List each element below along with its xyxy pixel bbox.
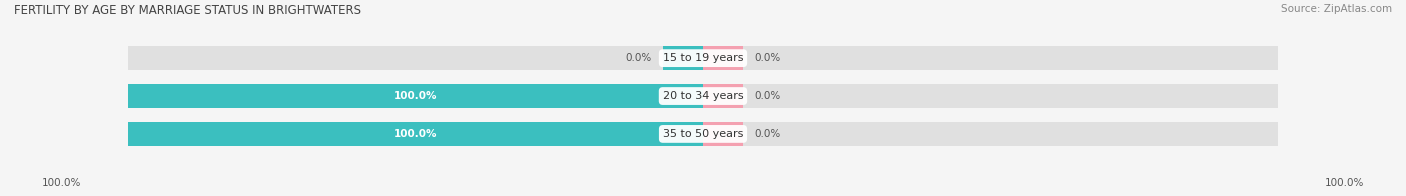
Bar [662, 84, 703, 108]
Bar [703, 122, 1278, 146]
Text: 100.0%: 100.0% [394, 91, 437, 101]
Text: 15 to 19 years: 15 to 19 years [662, 53, 744, 63]
Text: FERTILITY BY AGE BY MARRIAGE STATUS IN BRIGHTWATERS: FERTILITY BY AGE BY MARRIAGE STATUS IN B… [14, 4, 361, 17]
Text: 100.0%: 100.0% [42, 178, 82, 188]
Bar [662, 122, 703, 146]
Bar [128, 122, 703, 146]
Text: Source: ZipAtlas.com: Source: ZipAtlas.com [1281, 4, 1392, 14]
Text: 100.0%: 100.0% [1324, 178, 1364, 188]
Text: 20 to 34 years: 20 to 34 years [662, 91, 744, 101]
Text: 0.0%: 0.0% [626, 53, 651, 63]
Bar [703, 46, 1278, 70]
Bar [662, 46, 703, 70]
Text: 0.0%: 0.0% [755, 91, 780, 101]
Text: 0.0%: 0.0% [755, 53, 780, 63]
Bar [128, 84, 703, 108]
Text: 100.0%: 100.0% [394, 129, 437, 139]
Text: 35 to 50 years: 35 to 50 years [662, 129, 744, 139]
Text: 0.0%: 0.0% [755, 129, 780, 139]
Bar [703, 46, 744, 70]
Bar [703, 122, 744, 146]
Bar [703, 84, 744, 108]
Bar [128, 46, 703, 70]
Bar [128, 84, 703, 108]
Bar [703, 84, 1278, 108]
Bar [128, 122, 703, 146]
